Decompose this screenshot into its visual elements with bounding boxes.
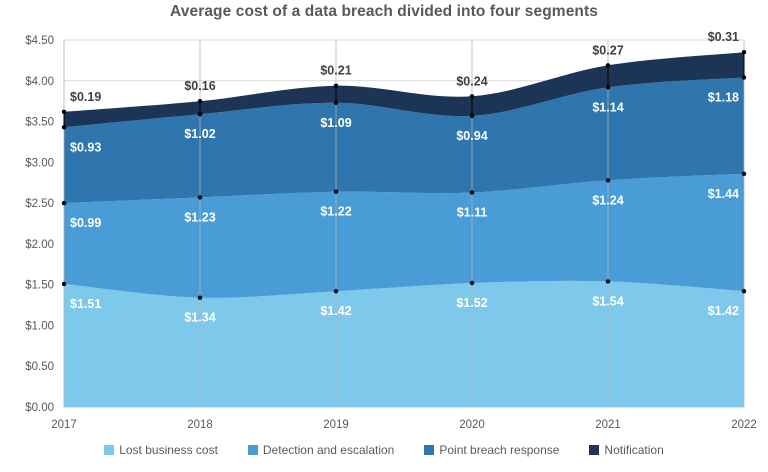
data-label: $1.09 <box>320 116 351 130</box>
data-point-marker <box>605 279 611 284</box>
data-point-marker <box>61 281 67 287</box>
legend-label: Notification <box>604 443 664 457</box>
data-label: $1.18 <box>708 91 739 105</box>
data-label: $1.24 <box>592 193 623 207</box>
data-label: $1.22 <box>320 205 351 219</box>
data-point-marker <box>469 94 475 99</box>
x-axis-tick-label: 2022 <box>731 419 757 431</box>
data-point-marker <box>333 100 339 106</box>
legend-item-point-breach-response: Point breach response <box>424 443 559 457</box>
area-series-1 <box>64 280 744 407</box>
legend-label: Point breach response <box>439 443 560 457</box>
data-label: $0.99 <box>70 216 101 230</box>
data-point-marker <box>333 83 339 88</box>
legend-swatch-icon <box>589 445 600 455</box>
data-point-marker <box>61 109 67 115</box>
legend-swatch-icon <box>104 445 115 455</box>
x-axis-tick-label: 2017 <box>51 419 77 431</box>
data-label: $1.14 <box>592 100 623 114</box>
legend-label: Lost business cost <box>119 443 218 457</box>
data-label: $1.34 <box>184 311 215 325</box>
y-axis-tick-label: $1.00 <box>25 320 54 332</box>
chart-legend: Lost business cost Detection and escalat… <box>0 443 768 457</box>
y-axis-tick-label: $0.50 <box>25 361 54 373</box>
x-axis-tick-label: 2020 <box>459 419 485 431</box>
data-point-marker <box>197 99 203 104</box>
data-point-marker <box>469 190 475 195</box>
data-label: $1.44 <box>708 187 739 201</box>
data-point-marker <box>197 295 203 300</box>
legend-item-detection-and-escalation: Detection and escalation <box>247 443 395 457</box>
x-axis-tick-label: 2021 <box>595 419 621 431</box>
data-label: $1.51 <box>70 297 101 311</box>
data-label: $0.21 <box>320 64 351 78</box>
data-label: $1.23 <box>184 210 215 224</box>
data-point-marker <box>741 50 747 55</box>
data-point-marker <box>197 112 203 117</box>
data-label: $0.94 <box>456 129 487 143</box>
legend-label: Detection and escalation <box>262 443 395 457</box>
data-label: $0.19 <box>70 90 101 104</box>
x-axis-tick-label: 2018 <box>187 419 213 431</box>
data-point-marker <box>605 85 611 90</box>
y-axis-tick-label: $4.00 <box>25 76 54 88</box>
data-point-marker <box>61 200 67 206</box>
data-point-marker <box>605 63 611 68</box>
legend-swatch-icon <box>424 445 435 455</box>
data-label: $1.42 <box>708 304 739 318</box>
data-label: $1.42 <box>320 304 351 318</box>
y-axis-tick-label: $3.50 <box>25 117 54 129</box>
data-point-marker <box>741 171 747 176</box>
y-axis-tick-label: $0.00 <box>25 402 54 414</box>
data-label: $1.54 <box>592 294 623 308</box>
data-label: $0.93 <box>70 140 101 154</box>
data-label: $1.11 <box>457 206 488 220</box>
data-point-marker <box>605 178 611 183</box>
legend-swatch-icon <box>247 445 258 455</box>
area-series-3 <box>64 77 744 204</box>
legend-item-lost-business-cost: Lost business cost <box>104 443 218 457</box>
data-label: $0.24 <box>456 74 487 88</box>
y-axis-tick-label: $2.50 <box>25 198 54 210</box>
legend-item-notification: Notification <box>589 443 664 457</box>
data-point-marker <box>741 75 747 80</box>
y-axis-tick-label: $2.00 <box>25 239 54 251</box>
data-point-marker <box>469 113 475 119</box>
data-point-marker <box>333 289 339 294</box>
data-point-marker <box>333 189 339 194</box>
x-axis-tick-label: 2019 <box>323 419 349 431</box>
data-label: $0.27 <box>592 43 623 57</box>
data-label: $1.52 <box>456 296 487 310</box>
data-label: $0.31 <box>708 30 739 44</box>
chart-title: Average cost of a data breach divided in… <box>170 3 598 20</box>
data-point-marker <box>741 289 747 294</box>
area-series-2 <box>64 173 744 298</box>
area-series-4 <box>64 52 744 128</box>
y-axis-tick-label: $1.50 <box>25 280 54 292</box>
data-label: $0.16 <box>184 79 215 93</box>
y-axis-tick-label: $3.00 <box>25 157 54 169</box>
data-point-marker <box>61 125 67 130</box>
data-label: $1.02 <box>184 127 215 141</box>
y-axis-tick-label: $4.50 <box>25 35 54 47</box>
data-point-marker <box>469 280 475 286</box>
data-point-marker <box>197 195 203 200</box>
